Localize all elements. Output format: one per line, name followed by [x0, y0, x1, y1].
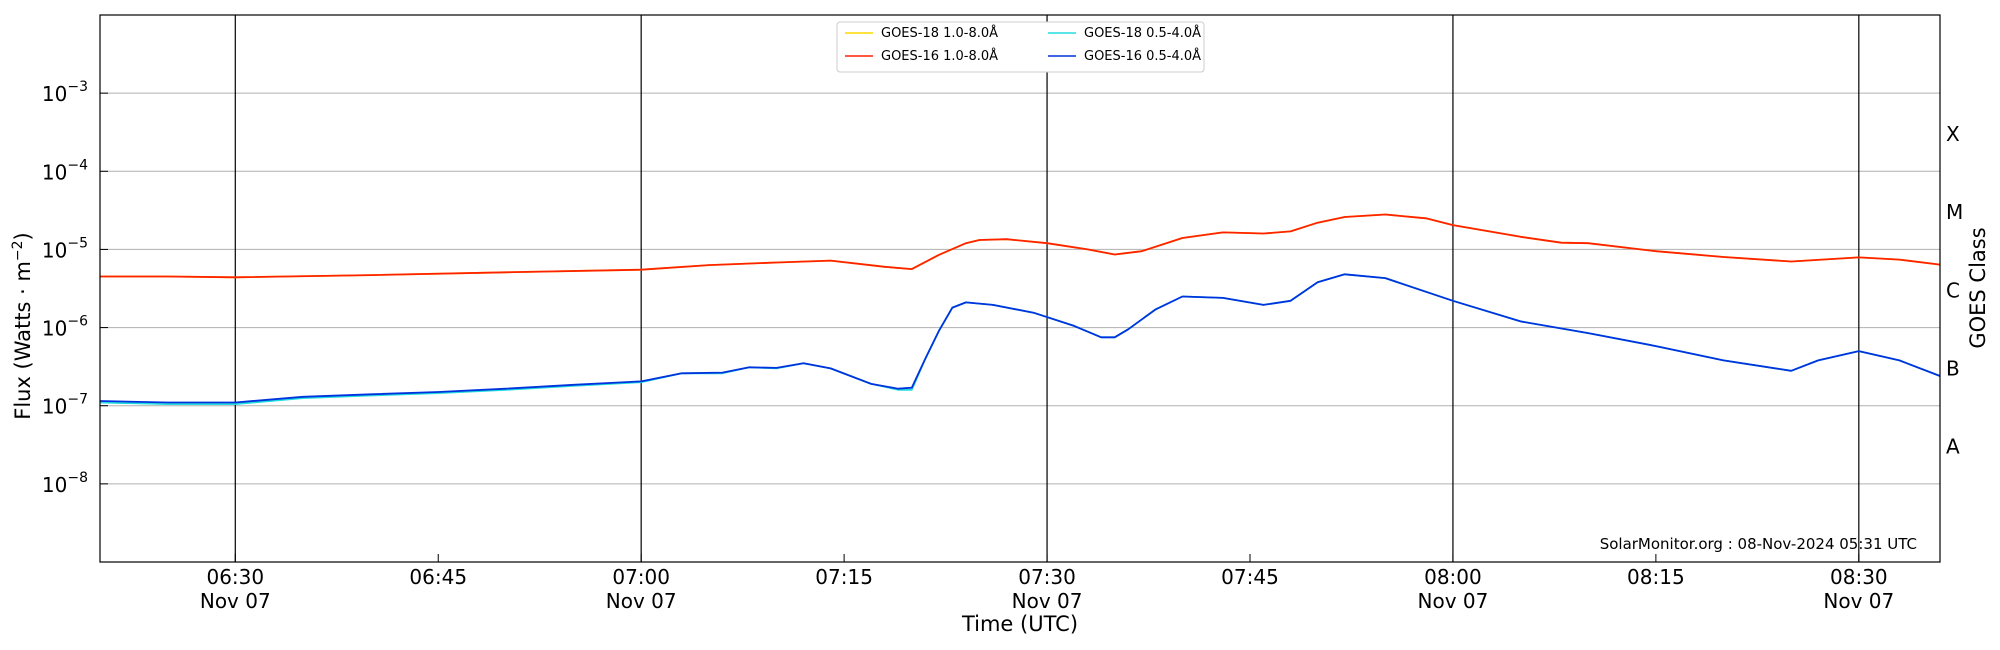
x-tick-date-label: Nov 07: [1418, 589, 1489, 613]
x-tick-date-label: Nov 07: [606, 589, 677, 613]
x-tick-date-label: Nov 07: [1823, 589, 1894, 613]
y-tick-label: 10−3: [42, 79, 88, 106]
legend-label: GOES-16 1.0-8.0Å: [881, 48, 998, 64]
y2-axis-title: GOES Class: [1966, 227, 1990, 348]
y-tick-label: 10−4: [42, 157, 88, 184]
legend: GOES-18 1.0-8.0Å GOES-16 1.0-8.0Å GOES-18 …: [836, 21, 1205, 73]
goes-class-label: M: [1946, 200, 1963, 224]
legend-frame: [836, 21, 1205, 73]
x-tick-date-label: Nov 07: [1012, 589, 1083, 613]
goes-class-label: B: [1946, 356, 1960, 380]
series-layer: [99, 213, 1941, 406]
x-tick-label: 08:00: [1424, 565, 1482, 589]
y-axis-title: Flux (Watts · m−2): [10, 232, 35, 420]
grid-layer: [100, 15, 1940, 562]
y-tick-label: 10−5: [42, 235, 88, 262]
goes-class-label: X: [1946, 122, 1960, 146]
x-tick-label: 06:30: [206, 565, 264, 589]
legend-label: GOES-18 0.5-4.0Å: [1084, 25, 1201, 41]
x-tick-label: 07:00: [612, 565, 670, 589]
goes-class-label: A: [1946, 435, 1960, 459]
x-tick-label: 07:30: [1018, 565, 1076, 589]
x-tick-label: 07:45: [1221, 565, 1279, 589]
legend-label: GOES-18 1.0-8.0Å: [881, 25, 998, 41]
series-line-3: [99, 273, 1941, 404]
x-tick-date-label: Nov 07: [200, 589, 271, 613]
y-tick-label: 10−6: [42, 314, 88, 341]
legend-label: GOES-16 0.5-4.0Å: [1084, 48, 1201, 64]
credit-text: SolarMonitor.org : 08-Nov-2024 05:31 UTC: [1600, 535, 1917, 553]
series-line-1: [100, 213, 1941, 279]
x-tick-label: 06:45: [409, 565, 467, 589]
plot-frame: [99, 14, 1941, 563]
x-axis-title: Time (UTC): [961, 612, 1078, 636]
y-tick-label: 10−7: [42, 392, 88, 419]
x-tick-label: 08:30: [1830, 565, 1888, 589]
goes-class-label: C: [1946, 278, 1960, 302]
y-tick-label: 10−8: [42, 470, 88, 497]
x-tick-label: 07:15: [815, 565, 873, 589]
x-tick-label: 08:15: [1627, 565, 1685, 589]
